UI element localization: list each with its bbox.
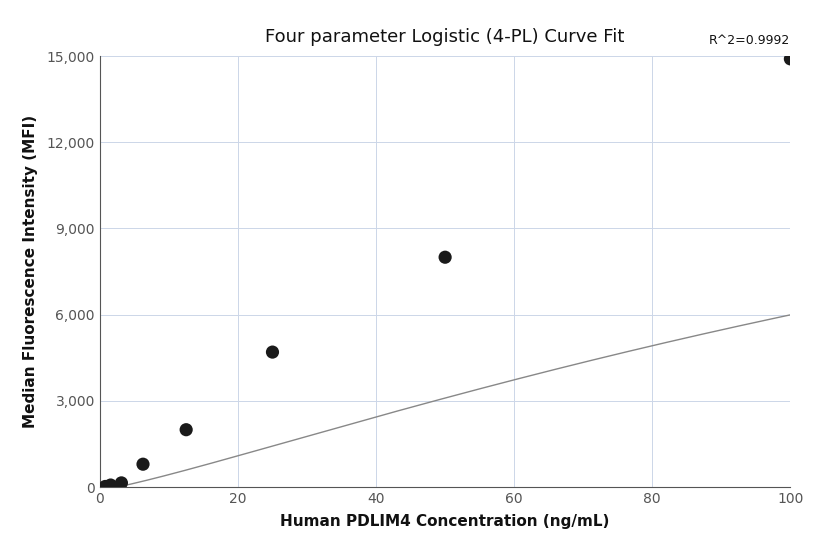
- Point: [104, 480, 117, 489]
- Point: [115, 478, 128, 487]
- Point: [180, 425, 193, 434]
- Point: [136, 460, 150, 469]
- Text: R^2=0.9992: R^2=0.9992: [709, 34, 790, 48]
- Point: [266, 348, 280, 357]
- X-axis label: Human PDLIM4 Concentration (ng/mL): Human PDLIM4 Concentration (ng/mL): [280, 515, 610, 529]
- Point: [784, 54, 797, 63]
- Point: [98, 482, 111, 491]
- Point: [438, 253, 452, 262]
- Title: Four parameter Logistic (4-PL) Curve Fit: Four parameter Logistic (4-PL) Curve Fit: [265, 28, 625, 46]
- Y-axis label: Median Fluorescence Intensity (MFI): Median Fluorescence Intensity (MFI): [23, 115, 38, 428]
